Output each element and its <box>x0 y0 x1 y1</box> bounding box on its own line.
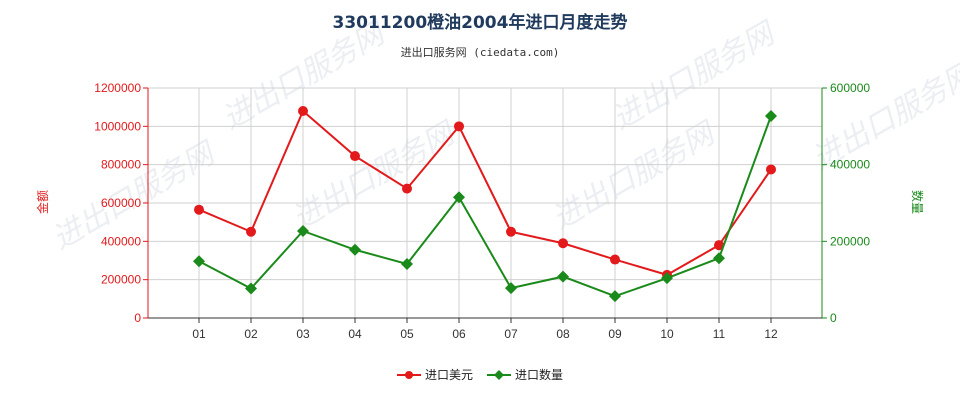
data-point-circle <box>194 204 204 215</box>
x-tick-label: 11 <box>713 327 726 341</box>
x-tick-label: 02 <box>244 327 258 341</box>
x-tick-label: 01 <box>192 327 206 341</box>
legend[interactable]: 进口美元 进口数量 <box>397 367 563 382</box>
data-point-circle <box>714 240 724 251</box>
watermark-text: 进出口服务网 <box>287 115 464 237</box>
data-point-diamond <box>453 191 465 204</box>
y-left-tick-label: 200000 <box>101 273 141 287</box>
data-point-circle <box>454 121 464 132</box>
data-point-diamond <box>505 282 517 295</box>
y-right-tick-label: 0 <box>830 311 837 325</box>
legend-marker-diamond <box>494 370 504 380</box>
data-point-diamond <box>349 243 361 256</box>
data-point-diamond <box>297 224 309 237</box>
x-tick-label: 08 <box>556 327 570 341</box>
y-left-tick-label: 600000 <box>101 196 141 210</box>
y-left-tick-label: 400000 <box>101 234 141 248</box>
data-point-circle <box>766 164 776 175</box>
y-left-tick-label: 1000000 <box>94 119 141 133</box>
data-point-circle <box>610 254 620 265</box>
x-tick-label: 04 <box>348 327 362 341</box>
x-tick-label: 10 <box>660 327 674 341</box>
series-layer <box>193 106 777 303</box>
chart-subtitle: 进出口服务网 (ciedata.com) <box>401 45 560 59</box>
data-point-diamond <box>661 272 673 285</box>
data-point-diamond <box>609 290 621 303</box>
data-point-diamond <box>401 257 413 270</box>
y-right-tick-label: 400000 <box>830 158 870 172</box>
data-point-circle <box>298 106 308 116</box>
axes: 0 200000 400000 600000 800000 1000000 1200000 0… <box>94 81 870 341</box>
x-tick-label: 12 <box>764 327 778 341</box>
y-left-tick-label: 0 <box>134 311 141 325</box>
series-line-0 <box>198 109 772 276</box>
data-point-circle <box>506 226 516 237</box>
x-tick-label: 05 <box>400 327 414 341</box>
data-point-diamond <box>245 282 257 295</box>
chart-title: 33011200橙油2004年进口月度走势 <box>333 12 628 33</box>
legend-label: 进口美元 <box>425 368 473 382</box>
watermark-text: 进出口服务网 <box>547 115 724 237</box>
series-line-1 <box>198 115 772 298</box>
data-point-circle <box>246 226 256 237</box>
x-tick-label: 09 <box>608 327 622 341</box>
data-point-circle <box>558 238 568 249</box>
data-point-diamond <box>557 270 569 283</box>
x-tick-label: 07 <box>504 327 518 341</box>
y-right-axis-label: 数量 <box>910 190 925 214</box>
data-point-circle <box>402 183 412 194</box>
y-left-tick-label: 800000 <box>101 158 141 172</box>
legend-label: 进口数量 <box>515 367 563 382</box>
y-left-tick-label: 1200000 <box>94 81 141 95</box>
x-tick-label: 06 <box>452 327 466 341</box>
data-point-circle <box>350 151 360 162</box>
legend-marker-circle <box>405 371 413 379</box>
data-point-diamond <box>713 252 725 265</box>
y-right-tick-label: 200000 <box>830 234 870 248</box>
data-point-diamond <box>193 255 205 268</box>
data-point-diamond <box>765 109 777 122</box>
x-tick-label: 03 <box>296 327 310 341</box>
y-left-axis-label: 金额 <box>35 190 50 214</box>
y-right-tick-label: 600000 <box>830 81 870 95</box>
watermark-text: 进出口服务网 <box>607 15 784 137</box>
